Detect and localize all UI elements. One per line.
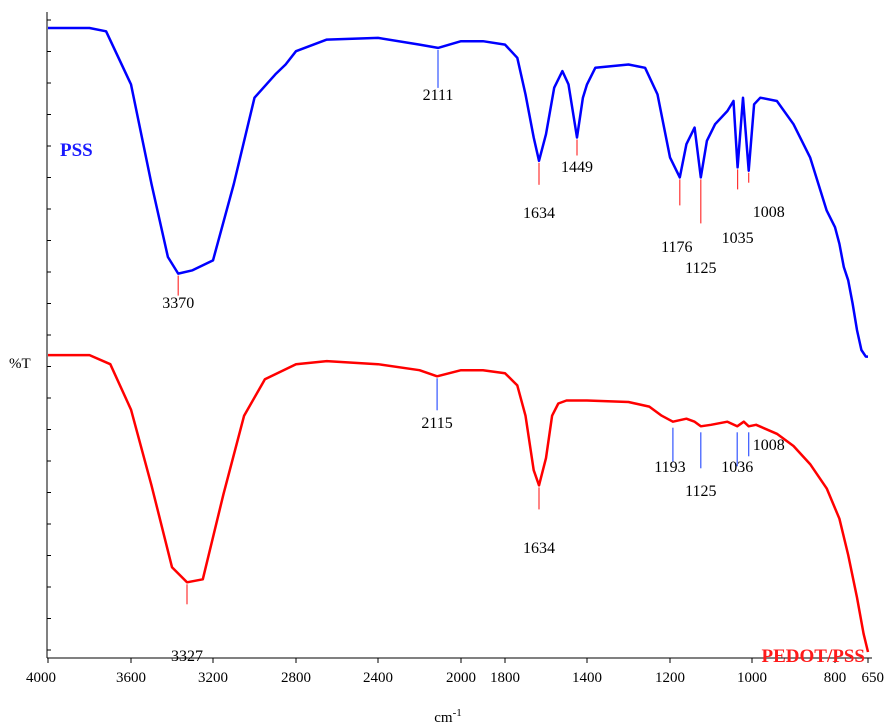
x-tick-label: 1200 (655, 670, 685, 686)
peak-label: 3327 (171, 648, 203, 665)
peak-label: 1634 (523, 540, 555, 557)
peak-label: 3370 (162, 295, 194, 312)
x-tick-label: 3600 (116, 670, 146, 686)
peak-label: 1008 (753, 204, 785, 221)
x-axis-label-unit: cm (434, 710, 453, 726)
peak-label: 1193 (654, 459, 685, 476)
x-tick-label: 2000 (446, 670, 476, 686)
x-axis-label: cm-1 (434, 707, 462, 726)
y-axis-minor-ticks (47, 19, 51, 651)
peak-label: 1449 (561, 159, 593, 176)
peak-label: 1125 (685, 260, 716, 277)
peak-label: 1036 (721, 459, 753, 476)
peak-label: 2115 (421, 415, 452, 432)
series-label-pss: PSS (60, 140, 93, 161)
peak-label: 2111 (423, 87, 454, 104)
peak-label: 1125 (685, 483, 716, 500)
series-layer (48, 26, 870, 653)
x-tick-label: 1000 (737, 670, 767, 686)
x-tick-label: 4000 (26, 670, 56, 686)
x-tick-label: 2800 (281, 670, 311, 686)
x-tick-label: 1400 (572, 670, 602, 686)
x-tick-label: 3200 (198, 670, 228, 686)
x-tick-label: 1800 (490, 670, 520, 686)
series-label-pedot-pss: PEDOT/PSS (762, 646, 865, 667)
peak-label: 1176 (661, 239, 692, 256)
peak-annotations: 3370 2111 1634 1449 1176 1125 1035 1008 3327 2115… (162, 49, 785, 665)
y-axis-label: %T (9, 356, 31, 372)
x-tick-label: 800 (824, 670, 847, 686)
peak-label: 1035 (722, 230, 754, 247)
x-axis-ticks: 4000 3600 3200 2800 2400 2000 1800 1400 1200 1000… (26, 658, 884, 686)
series-line-pedot-pss (48, 353, 870, 653)
x-tick-label: 650 (862, 670, 885, 686)
peak-label: 1634 (523, 205, 555, 222)
x-tick-label: 2400 (363, 670, 393, 686)
peak-label: 1008 (753, 437, 785, 454)
series-line-pss (48, 26, 868, 358)
x-axis-label-exponent: -1 (453, 707, 462, 719)
